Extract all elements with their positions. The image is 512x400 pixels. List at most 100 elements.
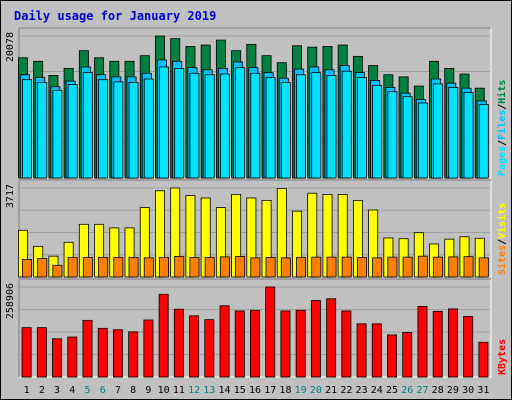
bar-pages-day-18: [280, 82, 291, 179]
bar-kbytes-day-13: [204, 319, 215, 378]
x-tick-label-day-18: 18: [279, 385, 291, 396]
bar-sites-day-3: [52, 264, 63, 278]
x-tick-label-day-7: 7: [115, 385, 121, 396]
bar-kbytes-day-31: [478, 341, 489, 378]
x-tick-label-day-1: 1: [24, 385, 30, 396]
legend-entry: Visits: [496, 203, 508, 239]
bar-kbytes-day-19: [295, 309, 306, 378]
y-max-label: 3717: [5, 184, 16, 208]
x-tick-label-day-4: 4: [69, 385, 75, 396]
bar-kbytes-day-7: [113, 329, 123, 378]
bar-sites-day-20: [311, 256, 322, 278]
bar-sites-day-17: [265, 256, 276, 278]
bar-pages-day-12: [189, 72, 200, 179]
bar-sites-day-12: [189, 256, 200, 278]
x-tick-label-day-13: 13: [203, 385, 215, 396]
legend-entry: /: [497, 239, 508, 245]
bar-pages-day-26: [402, 96, 413, 179]
bar-sites-day-31: [478, 257, 489, 278]
bar-pages-day-2: [37, 82, 48, 179]
bar-sites-day-24: [372, 257, 383, 278]
bar-sites-day-30: [463, 256, 474, 278]
bar-kbytes-day-25: [387, 334, 397, 378]
panel-visits-sites: 3717 Sites/Visits: [5, 179, 508, 278]
x-tick-label-day-26: 26: [401, 385, 413, 396]
bar-sites-day-22: [341, 256, 352, 278]
bar-kbytes-day-27: [417, 306, 428, 378]
bar-kbytes-day-4: [67, 336, 78, 378]
bar-kbytes-day-14: [219, 305, 230, 378]
bar-kbytes-day-12: [189, 315, 200, 378]
x-tick-label-day-24: 24: [371, 385, 383, 396]
bar-pages-day-21: [326, 75, 337, 179]
bar-pages-day-8: [128, 82, 139, 179]
bar-pages-day-27: [417, 102, 428, 179]
bar-sites-day-4: [67, 256, 78, 278]
y-max-label: 20078: [5, 32, 16, 62]
x-tick-label-day-28: 28: [432, 385, 444, 396]
bar-kbytes-day-21: [326, 298, 337, 378]
bar-kbytes-day-3: [52, 338, 63, 378]
bar-pages-day-11: [174, 67, 185, 179]
chart-panels: 20078Pages/Files/Hits3717Sites/Visits258…: [5, 27, 508, 378]
bar-sites-day-8: [128, 256, 139, 278]
bar-sites-day-10: [159, 256, 169, 278]
bar-pages-day-19: [296, 74, 307, 179]
bar-kbytes-day-24: [371, 323, 382, 378]
x-tick-label-day-9: 9: [145, 385, 151, 396]
y-max-label: 258906: [5, 283, 16, 319]
bar-pages-day-10: [159, 66, 169, 179]
legend-hits-files-pages: Pages/Files/Hits: [496, 80, 508, 176]
panel-kbytes: 258906 KBytes: [5, 278, 508, 378]
chart-title: Daily usage for January 2019: [14, 9, 216, 23]
bar-kbytes-day-16: [250, 309, 260, 378]
bar-kbytes-day-5: [82, 319, 93, 378]
legend-visits-sites: Sites/Visits: [496, 203, 508, 275]
x-tick-label-day-6: 6: [100, 385, 106, 396]
bar-pages-day-14: [219, 73, 230, 179]
x-tick-label-day-5: 5: [85, 385, 91, 396]
bar-pages-day-5: [82, 72, 93, 179]
bar-pages-day-7: [113, 81, 124, 179]
x-tick-label-day-8: 8: [130, 385, 136, 396]
bar-kbytes-day-23: [356, 323, 367, 378]
x-tick-label-day-20: 20: [310, 385, 322, 396]
bar-pages-day-29: [448, 87, 459, 179]
bar-pages-day-1: [22, 79, 32, 179]
x-tick-label-day-30: 30: [462, 385, 474, 396]
bar-kbytes-day-2: [36, 327, 47, 378]
x-tick-label-day-10: 10: [158, 385, 170, 396]
bar-kbytes-day-10: [158, 293, 169, 378]
bar-pages-day-23: [356, 77, 367, 179]
bar-pages-day-16: [250, 72, 261, 179]
x-tick-label-day-21: 21: [325, 385, 337, 396]
bar-pages-day-20: [311, 72, 322, 179]
bar-sites-day-14: [219, 256, 230, 278]
legend-entry: /: [497, 104, 508, 110]
bar-pages-day-13: [204, 74, 215, 179]
bar-kbytes-day-17: [265, 286, 276, 378]
bar-kbytes-day-6: [97, 327, 108, 378]
legend-kbytes: KBytes: [497, 339, 508, 375]
x-tick-label-day-16: 16: [249, 385, 261, 396]
bar-sites-day-29: [448, 256, 459, 278]
bar-pages-day-17: [265, 77, 276, 179]
x-tick-label-day-19: 19: [295, 385, 307, 396]
bar-kbytes-day-1: [21, 327, 32, 378]
bar-sites-day-26: [402, 256, 413, 278]
legend-entry: Files: [496, 110, 508, 140]
x-tick-label-day-12: 12: [188, 385, 200, 396]
x-tick-label-day-25: 25: [386, 385, 398, 396]
bar-sites-day-5: [82, 256, 93, 278]
bar-kbytes-day-26: [402, 332, 413, 378]
bar-kbytes-day-22: [341, 310, 352, 378]
x-tick-label-day-17: 17: [264, 385, 276, 396]
bar-sites-day-25: [387, 256, 398, 278]
bar-sites-day-23: [356, 256, 367, 278]
legend-entry: Pages: [497, 146, 508, 176]
bar-kbytes-day-9: [143, 319, 154, 378]
bar-sites-day-21: [326, 256, 337, 278]
x-tick-label-day-27: 27: [416, 385, 428, 396]
